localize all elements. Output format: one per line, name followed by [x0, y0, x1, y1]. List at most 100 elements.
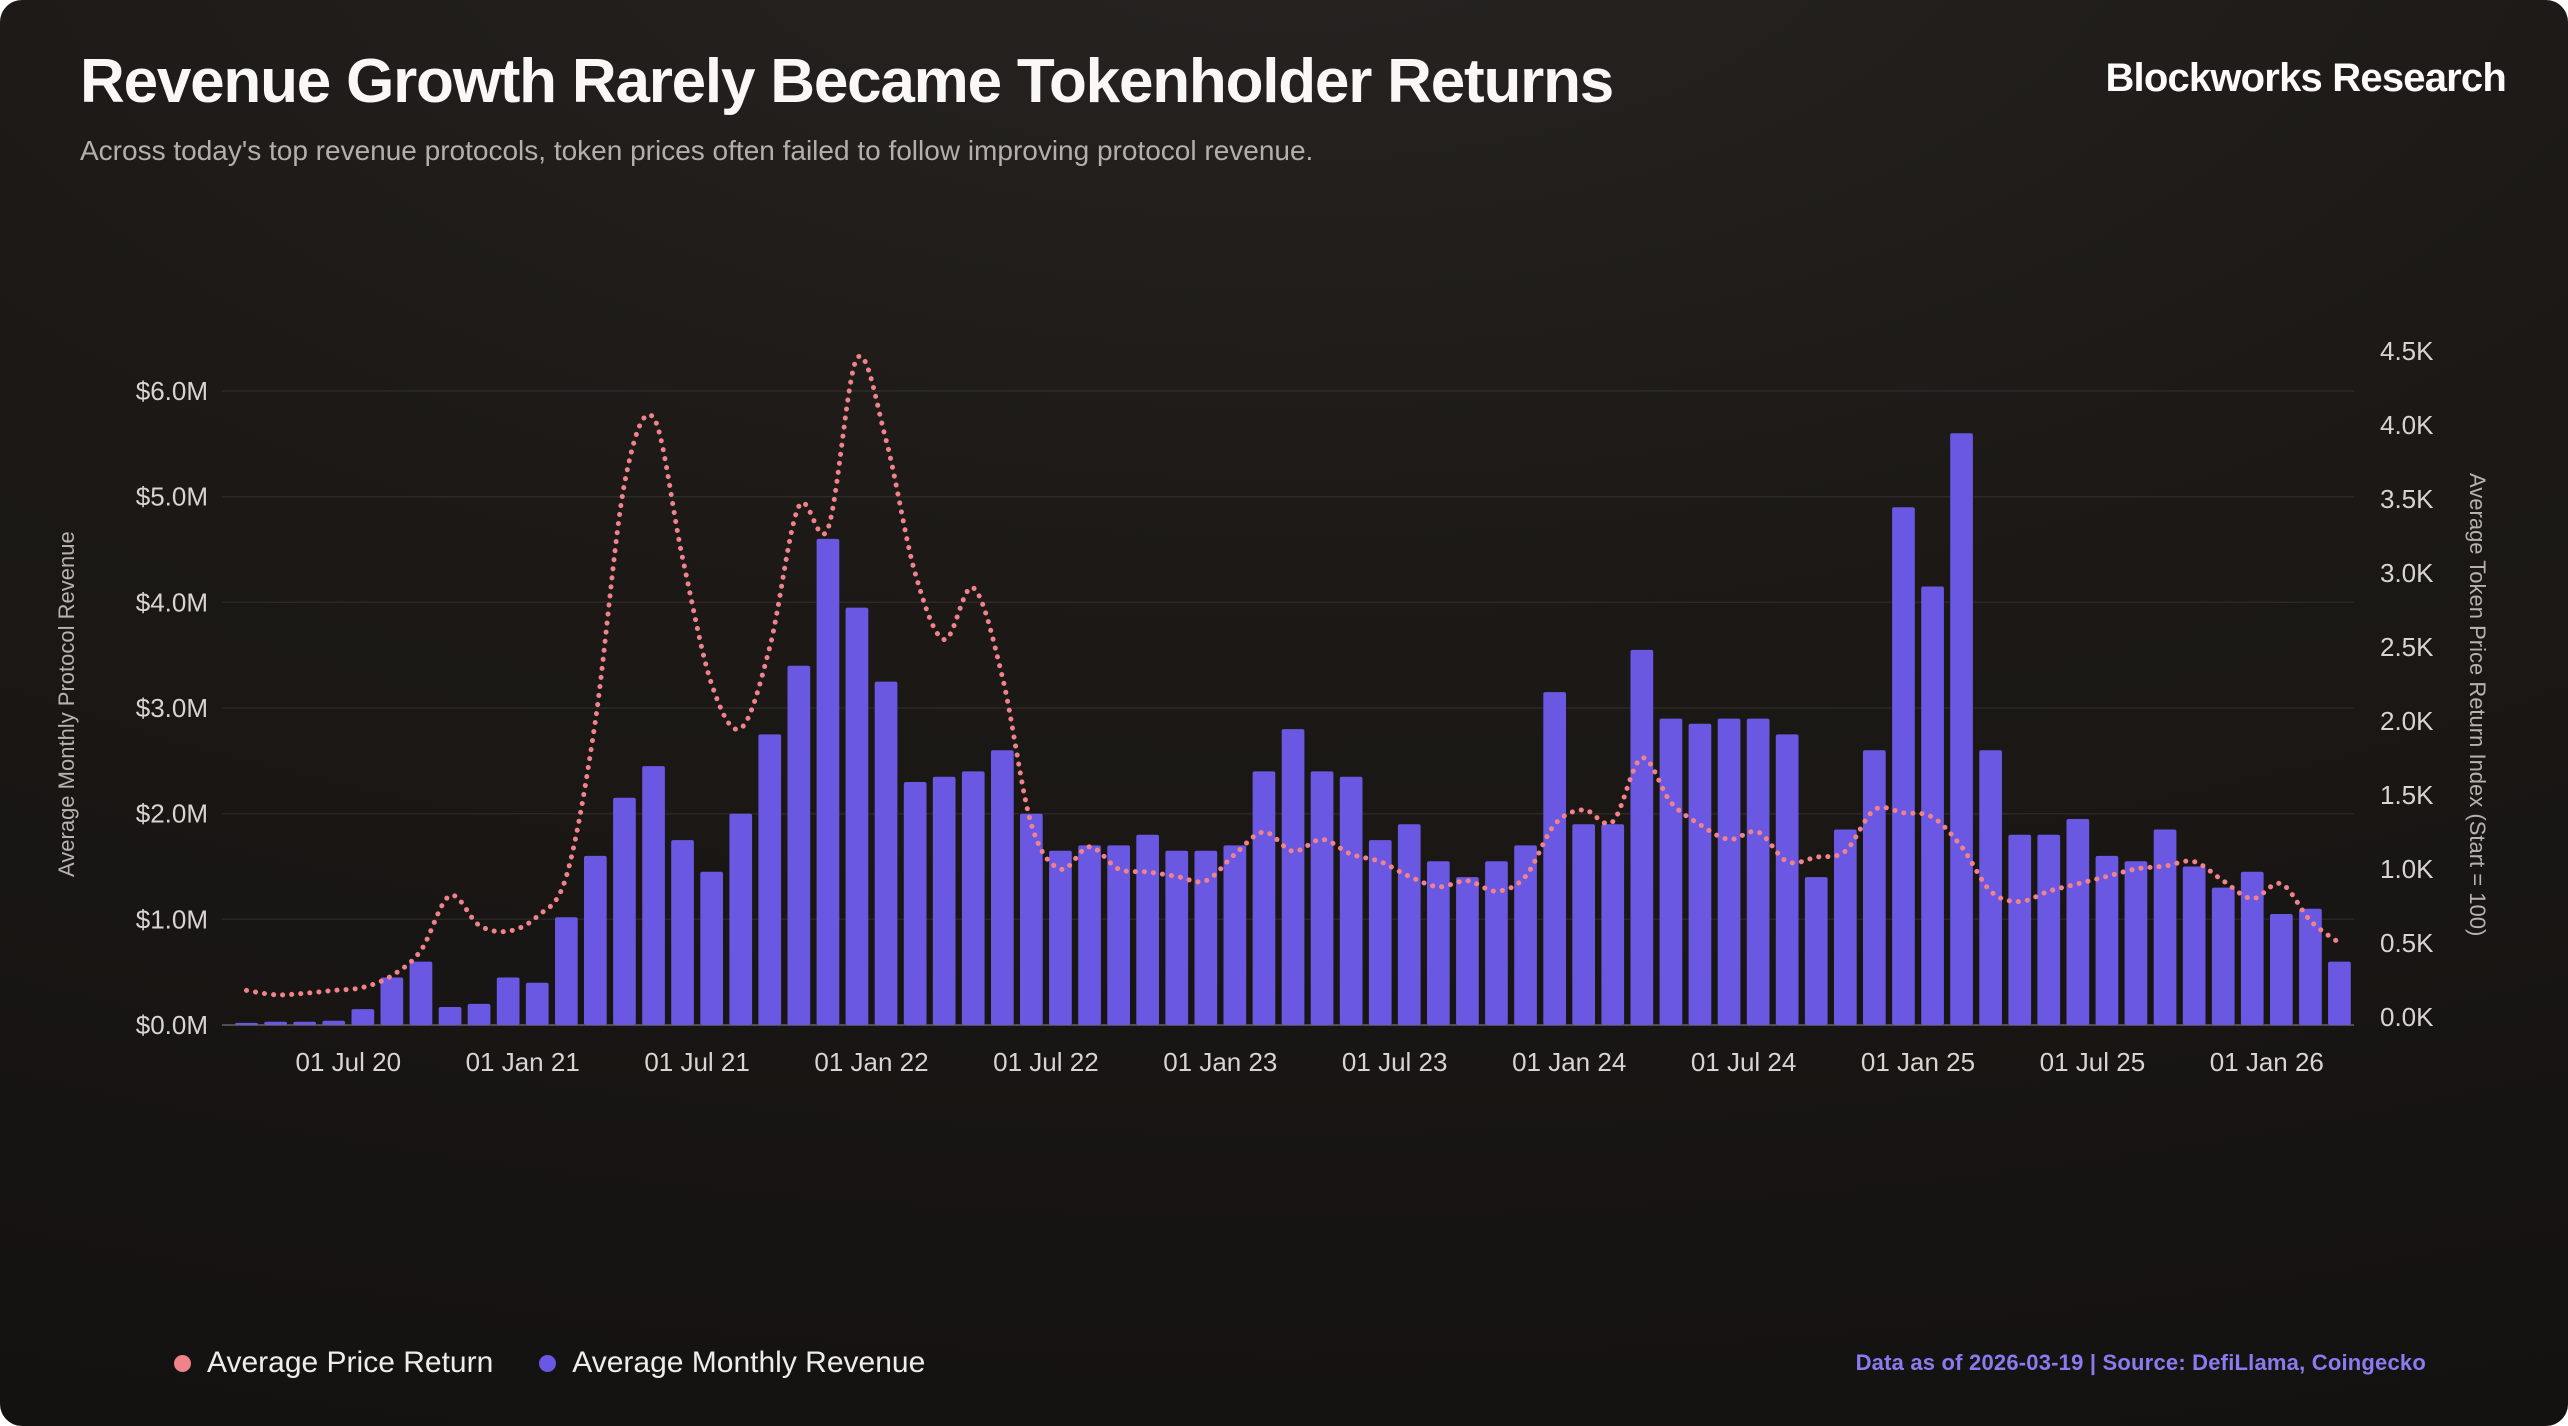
blockworks-research-logo: Blockworks Research [2105, 56, 2506, 100]
revenue-bar [1078, 845, 1101, 1025]
revenue-bar [2182, 866, 2206, 1025]
revenue-bar [1368, 840, 1392, 1025]
revenue-bar [584, 855, 607, 1025]
right-axis-tick: 4.5K [2380, 336, 2434, 366]
revenue-bar [1659, 718, 1683, 1025]
header: Revenue Growth Rarely Became Tokenholder… [52, 46, 2510, 167]
revenue-bar [613, 797, 636, 1025]
revenue-bar [2124, 861, 2148, 1025]
page-title: Revenue Growth Rarely Became Tokenholder… [80, 47, 1614, 116]
revenue-bar [1427, 861, 1450, 1025]
left-axis-tick: $0.0M [136, 1010, 208, 1040]
revenue-bar [322, 1020, 346, 1025]
right-axis-tick: 4.0K [2380, 410, 2434, 440]
revenue-bar [1397, 824, 1421, 1025]
x-axis-tick: 01 Jan 21 [466, 1047, 580, 1077]
revenue-bar [671, 840, 694, 1025]
right-axis-tick: 2.0K [2380, 706, 2434, 736]
revenue-bar [932, 776, 956, 1025]
right-axis-tick: 2.5K [2380, 632, 2434, 662]
revenue-bar [1339, 776, 1363, 1025]
revenue-bar [467, 1003, 491, 1025]
revenue-bar [1834, 829, 1857, 1025]
revenue-bar [1049, 850, 1072, 1025]
revenue-bar [1281, 729, 1305, 1025]
left-axis-tick: $1.0M [136, 904, 208, 934]
revenue-bar [1979, 750, 2002, 1025]
revenue-bar [700, 871, 723, 1025]
revenue-bar [1252, 771, 1276, 1025]
revenue-bar [816, 538, 840, 1025]
revenue-bar [2037, 834, 2061, 1025]
revenue-bar [1688, 723, 1712, 1025]
legend-label-price-return: Average Price Return [207, 1346, 494, 1379]
revenue-bar [235, 1022, 258, 1025]
right-axis-tick: 0.0K [2380, 1002, 2434, 1032]
right-axis-title: Average Token Price Return Index (Start … [2465, 472, 2490, 937]
x-axis-tick: 01 Jul 22 [993, 1047, 1099, 1077]
revenue-bar [1136, 834, 1159, 1025]
x-axis-tick: 01 Jul 23 [1342, 1047, 1448, 1077]
x-axis-tick: 01 Jan 24 [1512, 1047, 1626, 1077]
revenue-bar [961, 771, 985, 1025]
chart-area: Average Monthly Protocol Revenue $0.0M $1… [52, 197, 2510, 1212]
revenue-bar [845, 607, 869, 1025]
header-text-block: Revenue Growth Rarely Became Tokenholder… [80, 46, 1614, 167]
revenue-bar [2066, 819, 2090, 1025]
price-return-dot-icon [174, 1354, 191, 1372]
revenue-bar [1020, 813, 1043, 1025]
revenue-bar [1775, 734, 1799, 1025]
revenue-bar [438, 1007, 462, 1025]
revenue-bar [2211, 887, 2235, 1025]
revenue-bar [264, 1021, 287, 1025]
x-axis-tick: 01 Jan 22 [814, 1047, 928, 1077]
right-axis-tick: 3.5K [2380, 484, 2434, 514]
revenue-bar [874, 681, 898, 1025]
subtitle: Across today's top revenue protocols, to… [80, 135, 1314, 166]
left-axis-title: Average Monthly Protocol Revenue [54, 531, 79, 878]
legend-item-price-return: Average Price Return [174, 1346, 493, 1380]
revenue-bar [991, 750, 1014, 1025]
x-axis-tick: 01 Jan 23 [1163, 1047, 1277, 1077]
revenue-bar [2008, 834, 2032, 1025]
source-note: Data as of 2026-03-19 | Source: DefiLlam… [1855, 1350, 2426, 1375]
revenue-bar [1630, 649, 1654, 1025]
revenue-bar [2240, 871, 2264, 1025]
revenue-bar [409, 961, 433, 1025]
revenue-bar [1223, 845, 1247, 1025]
x-axis-tick: 01 Jul 20 [296, 1047, 402, 1077]
x-axis-tick: 01 Jul 25 [2040, 1047, 2146, 1077]
x-axis-tick: 01 Jul 21 [644, 1047, 750, 1077]
revenue-bar [2299, 908, 2322, 1025]
x-axis-tick: 01 Jan 26 [2210, 1047, 2324, 1077]
x-axis-tick: 01 Jul 24 [1691, 1047, 1797, 1077]
legend: Average Price Return Average Monthly Rev… [174, 1346, 925, 1380]
revenue-vs-token-return-chart: $0.0M $1.0M $2.0M $3.0M $4.0M $5.0M $6.0M 0.0K 0… [136, 336, 2434, 1077]
revenue-bar [1165, 850, 1189, 1025]
revenue-bar [1543, 692, 1566, 1025]
bottom-row: Average Price Return Average Monthly Rev… [52, 1346, 2510, 1386]
legend-item-monthly-revenue: Average Monthly Revenue [539, 1346, 925, 1380]
revenue-bar [496, 977, 520, 1025]
revenue-bar [787, 665, 811, 1025]
revenue-bar [2270, 914, 2293, 1025]
revenue-bar [1514, 845, 1537, 1025]
revenue-bar [642, 766, 665, 1025]
left-axis-tick: $2.0M [136, 799, 208, 829]
right-axis-tick: 3.0K [2380, 558, 2434, 588]
revenue-bar [729, 813, 753, 1025]
revenue-bar [1804, 877, 1828, 1025]
legend-label-monthly-revenue: Average Monthly Revenue [572, 1346, 926, 1379]
revenue-bar [758, 734, 782, 1025]
left-axis-tick: $5.0M [136, 482, 208, 512]
right-axis-tick: 1.0K [2380, 854, 2434, 884]
revenue-bar [351, 1009, 375, 1025]
left-axis-tick: $3.0M [136, 693, 208, 723]
revenue-bar [2095, 855, 2119, 1025]
revenue-bar [1863, 750, 1886, 1025]
revenue-bar [1921, 586, 1944, 1025]
revenue-bar [1717, 718, 1741, 1025]
revenue-bar [1892, 507, 1915, 1025]
left-axis-tick: $4.0M [136, 587, 208, 617]
